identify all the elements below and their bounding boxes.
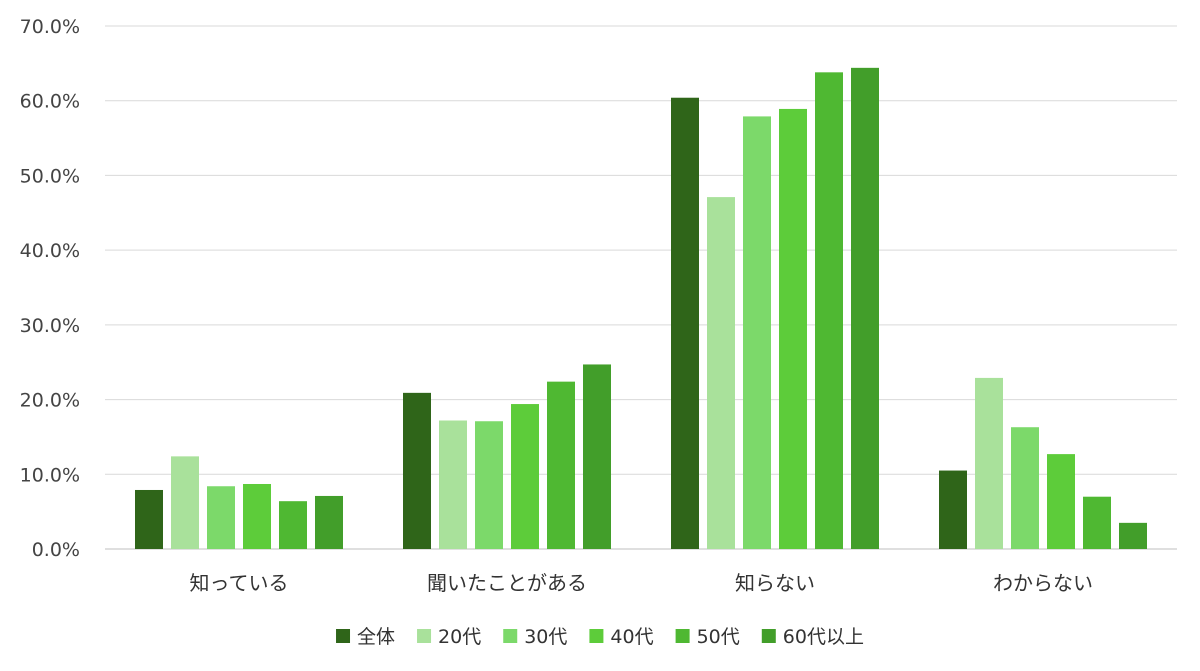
legend-label: 20代: [438, 626, 481, 648]
y-tick-label: 0.0%: [32, 539, 80, 561]
legend-item: 40代: [589, 626, 654, 648]
bar: [171, 456, 199, 549]
bar: [243, 483, 271, 549]
bars: [135, 67, 1147, 550]
legend: 全体 20代 30代 40代 50代 60代以上: [336, 626, 864, 648]
bar: [1119, 522, 1147, 549]
bar: [939, 470, 967, 549]
y-tick-label: 60.0%: [20, 91, 80, 113]
bar: [207, 486, 235, 549]
bar: [135, 489, 163, 549]
x-category-label: 知らない: [735, 571, 815, 595]
bar: [583, 364, 611, 549]
bar: [707, 197, 735, 550]
legend-item: 全体: [336, 626, 395, 648]
y-axis-ticks: 0.0% 10.0% 20.0% 30.0% 40.0% 50.0% 60.0% 70.0%: [20, 16, 80, 561]
bar: [779, 108, 807, 549]
y-tick-label: 50.0%: [20, 165, 80, 187]
legend-item: 30代: [503, 626, 567, 648]
bar: [1047, 454, 1075, 549]
legend-swatch: [761, 629, 776, 643]
legend-label: 60代以上: [783, 626, 864, 648]
x-category-label: 聞いたことがある: [427, 571, 587, 595]
legend-label: 30代: [524, 626, 567, 648]
bar: [475, 421, 503, 549]
legend-item: 50代: [675, 626, 740, 648]
x-category-label: わからない: [993, 571, 1093, 595]
legend-item: 60代以上: [761, 626, 864, 648]
bar: [975, 377, 1003, 549]
legend-swatch: [589, 629, 604, 643]
bar: [403, 392, 431, 549]
gridlines: [105, 25, 1177, 550]
bar: [315, 495, 343, 549]
bar: [439, 420, 467, 549]
legend-label: 50代: [697, 626, 740, 648]
bar: [1011, 427, 1039, 549]
bar: [511, 404, 539, 549]
legend-item: 20代: [417, 626, 481, 648]
legend-swatch: [675, 629, 690, 643]
legend-label: 40代: [610, 626, 653, 648]
y-tick-label: 10.0%: [20, 464, 80, 486]
y-tick-label: 40.0%: [20, 240, 80, 262]
x-axis-categories: 知っている 聞いたことがある 知らない わからない: [190, 571, 1094, 595]
bar: [1083, 496, 1111, 549]
bar: [279, 501, 307, 549]
y-tick-label: 30.0%: [20, 315, 80, 337]
legend-swatch: [336, 629, 351, 643]
bar: [851, 67, 879, 549]
legend-swatch: [417, 629, 432, 643]
bar: [671, 97, 699, 550]
bar: [547, 381, 575, 549]
legend-label: 全体: [357, 626, 395, 648]
bar: [815, 72, 843, 549]
x-category-label: 知っている: [190, 571, 289, 595]
bar: [743, 116, 771, 549]
y-tick-label: 20.0%: [20, 390, 80, 412]
y-tick-label: 70.0%: [20, 16, 80, 38]
legend-swatch: [503, 629, 518, 643]
